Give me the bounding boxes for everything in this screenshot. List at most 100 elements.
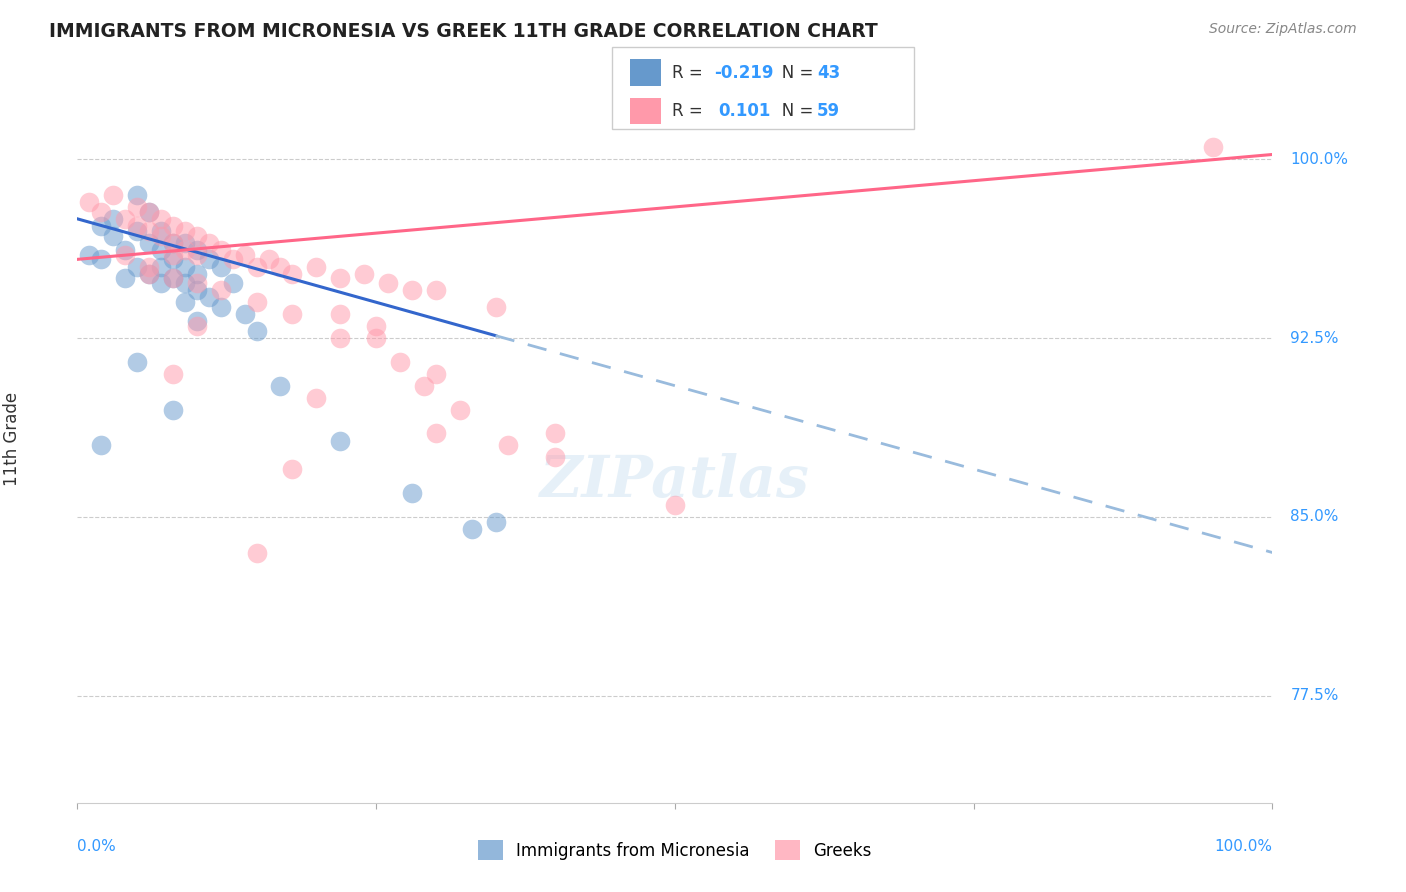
Point bbox=[186, 228, 208, 243]
Point bbox=[366, 319, 388, 334]
Point bbox=[127, 355, 149, 369]
Point bbox=[114, 243, 136, 257]
Point bbox=[103, 188, 124, 202]
Text: 85.0%: 85.0% bbox=[1291, 509, 1339, 524]
Point bbox=[162, 402, 184, 417]
Text: N =: N = bbox=[766, 64, 818, 82]
Point bbox=[388, 355, 412, 369]
Point bbox=[366, 331, 388, 345]
Point bbox=[90, 204, 112, 219]
Legend: Immigrants from Micronesia, Greeks: Immigrants from Micronesia, Greeks bbox=[471, 833, 879, 867]
Point bbox=[127, 219, 149, 233]
Point bbox=[79, 247, 101, 261]
Point bbox=[401, 486, 423, 500]
Text: IMMIGRANTS FROM MICRONESIA VS GREEK 11TH GRADE CORRELATION CHART: IMMIGRANTS FROM MICRONESIA VS GREEK 11TH… bbox=[49, 22, 877, 41]
Point bbox=[413, 378, 436, 392]
Text: ZIPatlas: ZIPatlas bbox=[540, 453, 810, 509]
Point bbox=[150, 276, 173, 290]
Point bbox=[174, 224, 197, 238]
Point bbox=[162, 235, 184, 250]
Point bbox=[281, 307, 304, 321]
Text: 77.5%: 77.5% bbox=[1291, 688, 1339, 703]
Point bbox=[209, 260, 232, 274]
Point bbox=[222, 252, 245, 267]
Text: R =: R = bbox=[672, 102, 713, 120]
Point bbox=[425, 367, 447, 381]
Point bbox=[103, 211, 124, 226]
Point bbox=[305, 391, 328, 405]
Point bbox=[329, 331, 352, 345]
Point bbox=[246, 260, 269, 274]
Point bbox=[186, 276, 208, 290]
Point bbox=[114, 211, 136, 226]
Point bbox=[186, 314, 208, 328]
Point bbox=[138, 204, 160, 219]
Text: 100.0%: 100.0% bbox=[1291, 152, 1348, 167]
Point bbox=[138, 267, 160, 281]
Text: 59: 59 bbox=[817, 102, 839, 120]
Point bbox=[664, 498, 686, 512]
Point bbox=[257, 252, 280, 267]
Point bbox=[150, 243, 173, 257]
Point bbox=[150, 228, 173, 243]
Point bbox=[209, 243, 232, 257]
Point bbox=[329, 271, 352, 285]
Point bbox=[103, 228, 124, 243]
Point bbox=[246, 324, 269, 338]
Point bbox=[496, 438, 519, 452]
Point bbox=[197, 235, 219, 250]
Point bbox=[138, 235, 160, 250]
Point bbox=[186, 243, 208, 257]
Point bbox=[174, 235, 197, 250]
Point bbox=[461, 522, 484, 536]
Point bbox=[281, 267, 304, 281]
Point bbox=[150, 211, 173, 226]
Point bbox=[197, 291, 219, 305]
Point bbox=[162, 271, 184, 285]
Point bbox=[270, 260, 292, 274]
Point bbox=[186, 319, 208, 334]
Point bbox=[162, 367, 184, 381]
Point bbox=[162, 247, 184, 261]
Point bbox=[138, 204, 160, 219]
Point bbox=[270, 378, 292, 392]
Point bbox=[401, 283, 423, 297]
Point bbox=[114, 247, 136, 261]
Point bbox=[209, 283, 232, 297]
Point bbox=[329, 434, 352, 448]
Text: 100.0%: 100.0% bbox=[1215, 838, 1272, 854]
Point bbox=[150, 224, 173, 238]
Point bbox=[127, 224, 149, 238]
Text: N =: N = bbox=[766, 102, 818, 120]
Point bbox=[544, 426, 567, 441]
Text: 43: 43 bbox=[817, 64, 841, 82]
Point bbox=[233, 307, 256, 321]
Point bbox=[174, 295, 197, 310]
Text: 0.101: 0.101 bbox=[718, 102, 770, 120]
Point bbox=[90, 252, 112, 267]
Point bbox=[114, 271, 136, 285]
Point bbox=[425, 283, 447, 297]
Point bbox=[150, 260, 173, 274]
Point bbox=[90, 438, 112, 452]
Point bbox=[127, 200, 149, 214]
Point bbox=[544, 450, 567, 465]
Text: Source: ZipAtlas.com: Source: ZipAtlas.com bbox=[1209, 22, 1357, 37]
Point bbox=[305, 260, 328, 274]
Point bbox=[127, 188, 149, 202]
Point bbox=[79, 195, 101, 210]
Point bbox=[90, 219, 112, 233]
Text: 11th Grade: 11th Grade bbox=[3, 392, 21, 486]
Text: 0.0%: 0.0% bbox=[77, 838, 117, 854]
Point bbox=[174, 276, 197, 290]
Point bbox=[162, 271, 184, 285]
Point bbox=[162, 219, 184, 233]
Point bbox=[1202, 140, 1225, 154]
Point bbox=[485, 515, 508, 529]
Point bbox=[222, 276, 245, 290]
Point bbox=[138, 267, 160, 281]
Point bbox=[246, 295, 269, 310]
Point bbox=[485, 300, 508, 314]
Point bbox=[186, 247, 208, 261]
Point bbox=[127, 260, 149, 274]
